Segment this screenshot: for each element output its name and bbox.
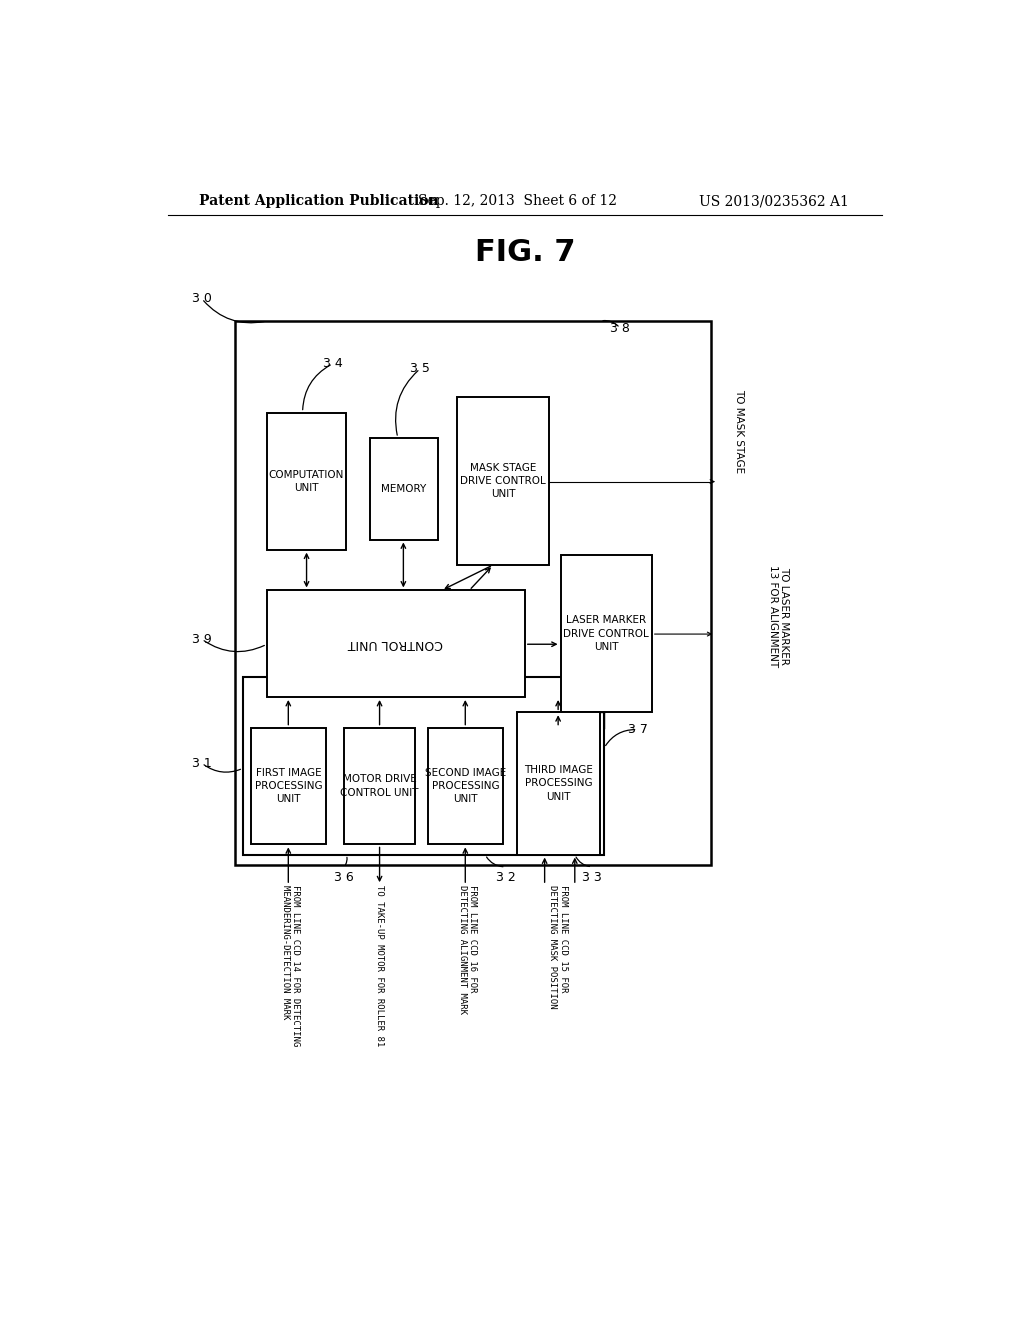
Text: CONTROL UNIT: CONTROL UNIT [348, 638, 443, 651]
Text: LASER MARKER
DRIVE CONTROL
UNIT: LASER MARKER DRIVE CONTROL UNIT [563, 615, 649, 652]
Text: 3 1: 3 1 [191, 756, 212, 770]
Text: TO MASK STAGE: TO MASK STAGE [734, 389, 744, 474]
Text: MEMORY: MEMORY [381, 483, 426, 494]
Text: Patent Application Publication: Patent Application Publication [200, 194, 439, 209]
Text: 3 3: 3 3 [583, 871, 602, 884]
Text: FROM LINE CCD 15 FOR
DETECTING MASK POSITION: FROM LINE CCD 15 FOR DETECTING MASK POSI… [549, 886, 568, 1008]
Text: 3 0: 3 0 [191, 292, 212, 305]
Text: 3 4: 3 4 [323, 358, 343, 370]
Text: SECOND IMAGE
PROCESSING
UNIT: SECOND IMAGE PROCESSING UNIT [425, 768, 506, 804]
Text: FIG. 7: FIG. 7 [474, 239, 575, 268]
Text: THIRD IMAGE
PROCESSING
UNIT: THIRD IMAGE PROCESSING UNIT [524, 766, 593, 801]
Text: 3 6: 3 6 [334, 871, 353, 884]
Bar [370, 438, 437, 540]
Bar [267, 590, 524, 697]
Bar [243, 677, 604, 854]
Text: TO TAKE-UP MOTOR FOR ROLLER 81: TO TAKE-UP MOTOR FOR ROLLER 81 [375, 886, 384, 1047]
Text: FROM LINE CCD 14 FOR DETECTING
MEANDERING-DETECTION MARK: FROM LINE CCD 14 FOR DETECTING MEANDERIN… [281, 886, 300, 1047]
Text: MASK STAGE
DRIVE CONTROL
UNIT: MASK STAGE DRIVE CONTROL UNIT [460, 463, 546, 499]
Text: US 2013/0235362 A1: US 2013/0235362 A1 [699, 194, 849, 209]
Text: Sep. 12, 2013  Sheet 6 of 12: Sep. 12, 2013 Sheet 6 of 12 [418, 194, 616, 209]
Text: COMPUTATION
UNIT: COMPUTATION UNIT [269, 470, 344, 492]
Bar [428, 727, 504, 845]
Bar [517, 713, 600, 854]
Text: 3 5: 3 5 [410, 362, 430, 375]
Text: FIRST IMAGE
PROCESSING
UNIT: FIRST IMAGE PROCESSING UNIT [255, 768, 323, 804]
Bar [267, 413, 346, 549]
Text: 3 2: 3 2 [496, 871, 516, 884]
Text: FROM LINE CCD 16 FOR
DETECTING ALIGNMENT MARK: FROM LINE CCD 16 FOR DETECTING ALIGNMENT… [458, 886, 477, 1014]
Bar [251, 727, 327, 845]
Bar [458, 397, 549, 565]
Text: 3 9: 3 9 [191, 632, 212, 645]
Bar [236, 321, 712, 865]
Bar [344, 727, 416, 845]
Text: MOTOR DRIVE
CONTROL UNIT: MOTOR DRIVE CONTROL UNIT [340, 775, 419, 797]
Bar [560, 554, 652, 713]
Text: 3 8: 3 8 [610, 322, 630, 335]
Text: 3 7: 3 7 [628, 723, 647, 737]
Text: TO LASER MARKER
13 FOR ALIGNMENT: TO LASER MARKER 13 FOR ALIGNMENT [768, 565, 790, 667]
